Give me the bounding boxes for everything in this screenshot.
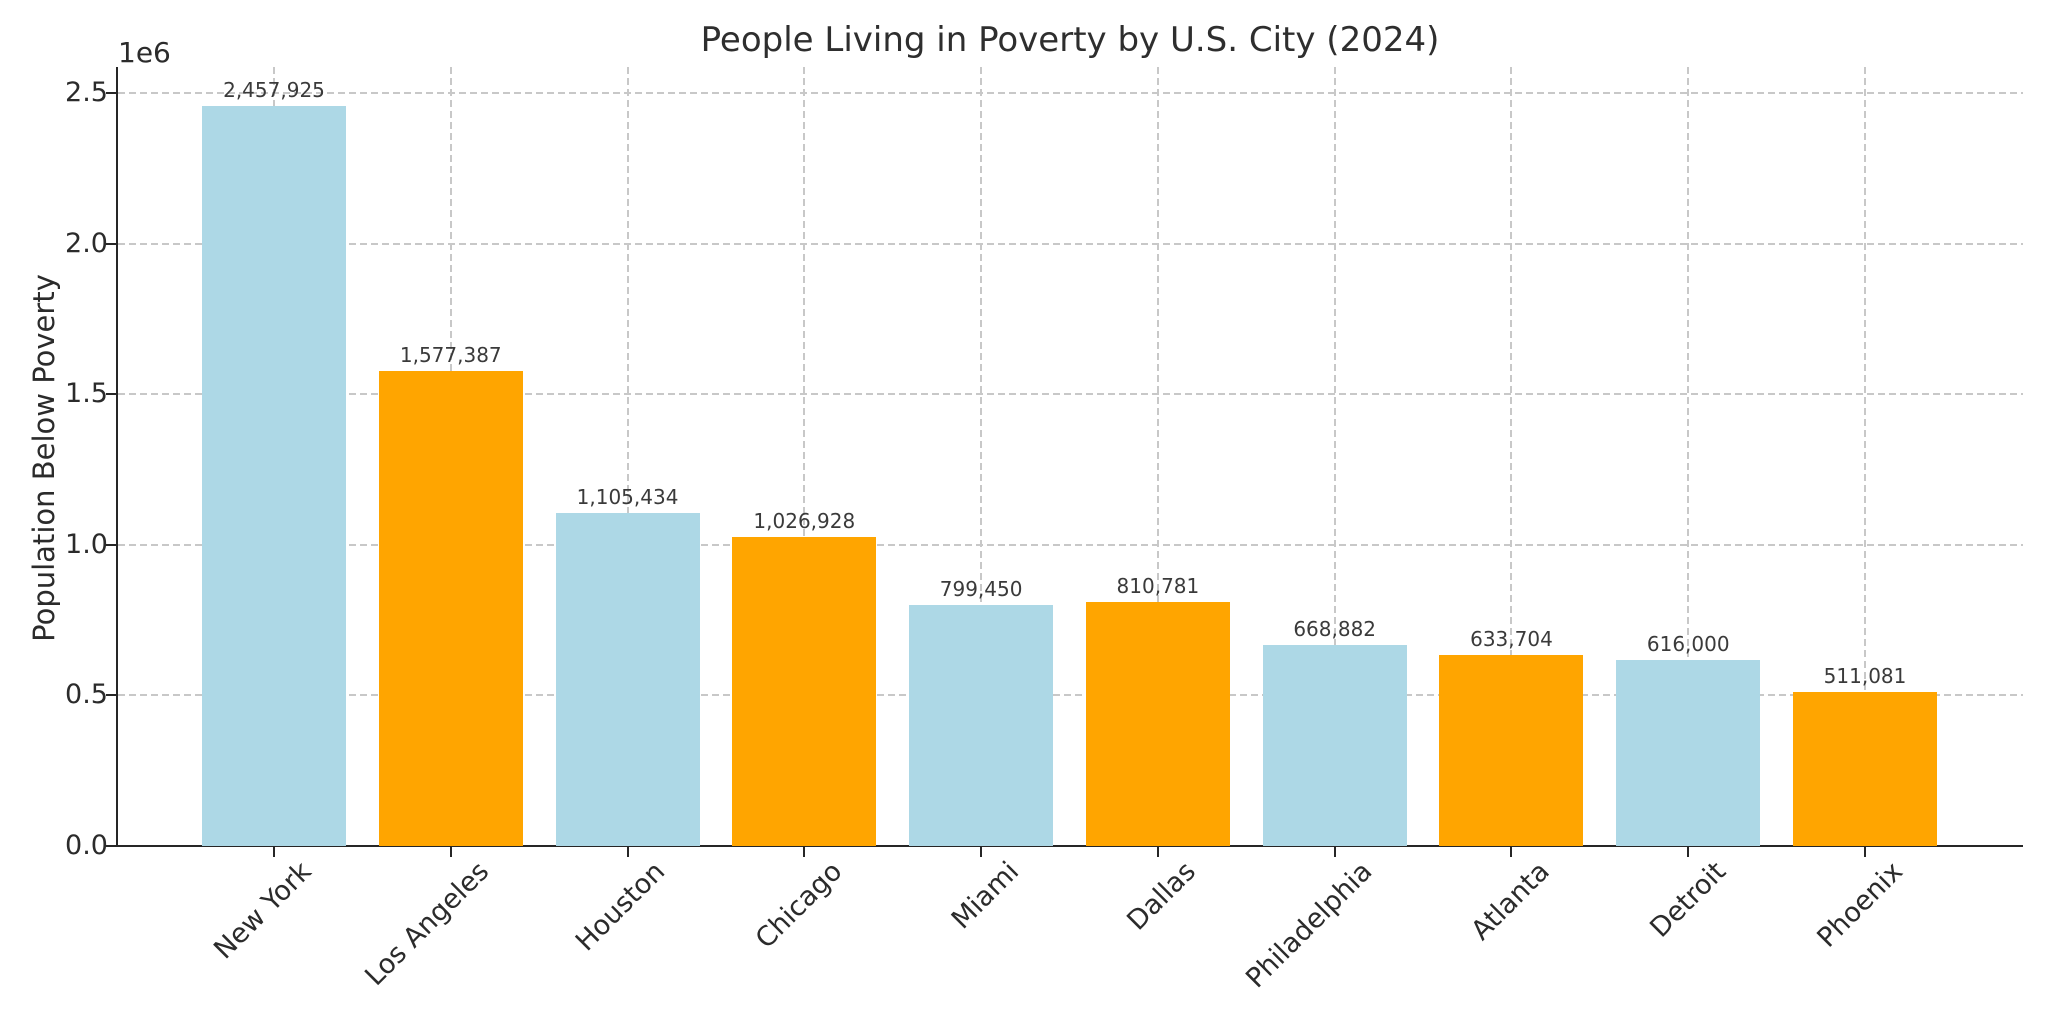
gridline-vertical bbox=[1864, 67, 1867, 845]
bar-new-york bbox=[202, 106, 346, 846]
x-tick-mark bbox=[626, 847, 629, 857]
x-tick-mark bbox=[1333, 847, 1336, 857]
gridline-vertical bbox=[1510, 67, 1513, 845]
bar-value-label: 633,704 bbox=[1470, 627, 1553, 651]
y-tick-mark bbox=[106, 543, 116, 546]
x-tick-label-detroit: Detroit bbox=[1644, 856, 1733, 944]
x-tick-label-chicago: Chicago bbox=[749, 856, 849, 955]
gridline-horizontal bbox=[118, 393, 2023, 396]
gridline-vertical bbox=[1687, 67, 1690, 845]
bar-los-angeles bbox=[378, 371, 523, 846]
x-tick-mark bbox=[1510, 847, 1513, 857]
x-axis-line bbox=[116, 845, 2023, 847]
y-axis-offset-label: 1e6 bbox=[118, 36, 171, 69]
gridline-vertical bbox=[803, 67, 806, 845]
x-tick-mark bbox=[1156, 847, 1159, 857]
y-axis-line bbox=[116, 67, 118, 847]
x-tick-label-los-angeles: Los Angeles bbox=[358, 856, 495, 992]
gridline-vertical bbox=[626, 67, 629, 845]
bar-value-label: 616,000 bbox=[1646, 632, 1730, 656]
y-tick-label: 1.5 bbox=[65, 378, 108, 410]
bar-value-label: 1,026,928 bbox=[753, 509, 856, 533]
x-tick-label-dallas: Dallas bbox=[1121, 856, 1202, 937]
x-tick-label-miami: Miami bbox=[945, 856, 1026, 936]
bar-value-label: 2,457,925 bbox=[223, 78, 325, 102]
bar-chicago bbox=[732, 537, 877, 846]
x-tick-label-atlanta: Atlanta bbox=[1464, 856, 1556, 947]
y-tick-mark bbox=[106, 92, 116, 94]
bar-value-label: 1,105,434 bbox=[576, 485, 679, 509]
bar-value-label: 511,081 bbox=[1823, 664, 1907, 688]
bar-value-label: 810,781 bbox=[1116, 574, 1200, 598]
bar-miami bbox=[909, 605, 1054, 846]
gridline-horizontal bbox=[118, 694, 2023, 697]
gridline-horizontal bbox=[118, 242, 2023, 245]
gridline-vertical bbox=[1156, 67, 1159, 845]
chart-title: People Living in Poverty by U.S. City (2… bbox=[700, 20, 1440, 60]
x-tick-label-philadelphia: Philadelphia bbox=[1240, 856, 1379, 995]
bar-atlanta bbox=[1439, 655, 1584, 846]
y-tick-label: 1.0 bbox=[65, 528, 108, 560]
x-tick-mark bbox=[980, 847, 983, 857]
bar-value-label: 799,450 bbox=[939, 577, 1023, 601]
bar-value-label: 668,882 bbox=[1293, 617, 1377, 641]
gridline-horizontal bbox=[118, 92, 2023, 94]
y-tick-mark bbox=[106, 694, 116, 697]
bar-phoenix bbox=[1793, 692, 1938, 846]
x-tick-label-new-york: New York bbox=[208, 856, 318, 966]
y-tick-label: 2.0 bbox=[65, 227, 108, 259]
gridline-vertical bbox=[1333, 67, 1336, 845]
y-tick-mark bbox=[106, 845, 116, 847]
bar-dallas bbox=[1085, 602, 1230, 846]
x-tick-mark bbox=[273, 847, 275, 857]
y-tick-label: 0.0 bbox=[65, 830, 108, 861]
bar-detroit bbox=[1616, 660, 1761, 846]
gridline-vertical bbox=[980, 67, 983, 845]
bar-value-label: 1,577,387 bbox=[399, 343, 502, 367]
x-tick-mark bbox=[803, 847, 806, 857]
x-tick-mark bbox=[449, 847, 452, 857]
gridline-horizontal bbox=[118, 543, 2023, 546]
y-tick-mark bbox=[106, 242, 116, 245]
x-tick-mark bbox=[1687, 847, 1690, 857]
bar-philadelphia bbox=[1262, 645, 1407, 846]
y-tick-label: 2.5 bbox=[65, 77, 108, 108]
y-tick-mark bbox=[106, 393, 116, 396]
bar-houston bbox=[555, 513, 700, 846]
x-tick-label-phoenix: Phoenix bbox=[1811, 856, 1909, 954]
x-tick-label-houston: Houston bbox=[570, 856, 672, 958]
x-tick-mark bbox=[1864, 847, 1867, 857]
y-tick-label: 0.5 bbox=[65, 679, 108, 711]
